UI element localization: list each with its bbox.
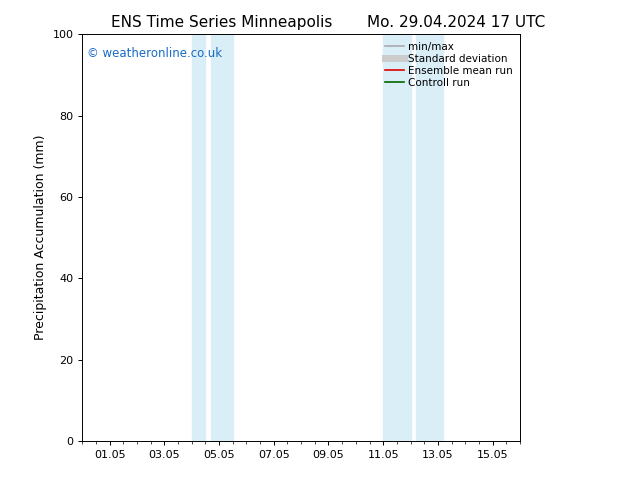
Legend: min/max, Standard deviation, Ensemble mean run, Controll run: min/max, Standard deviation, Ensemble me… [383, 40, 515, 90]
Text: © weatheronline.co.uk: © weatheronline.co.uk [87, 47, 222, 59]
Text: Mo. 29.04.2024 17 UTC: Mo. 29.04.2024 17 UTC [367, 15, 546, 30]
Bar [191, 34, 205, 441]
Bar [383, 34, 411, 441]
Y-axis label: Precipitation Accumulation (mm): Precipitation Accumulation (mm) [34, 135, 47, 341]
Text: ENS Time Series Minneapolis: ENS Time Series Minneapolis [111, 15, 333, 30]
Bar [211, 34, 233, 441]
Bar [416, 34, 443, 441]
